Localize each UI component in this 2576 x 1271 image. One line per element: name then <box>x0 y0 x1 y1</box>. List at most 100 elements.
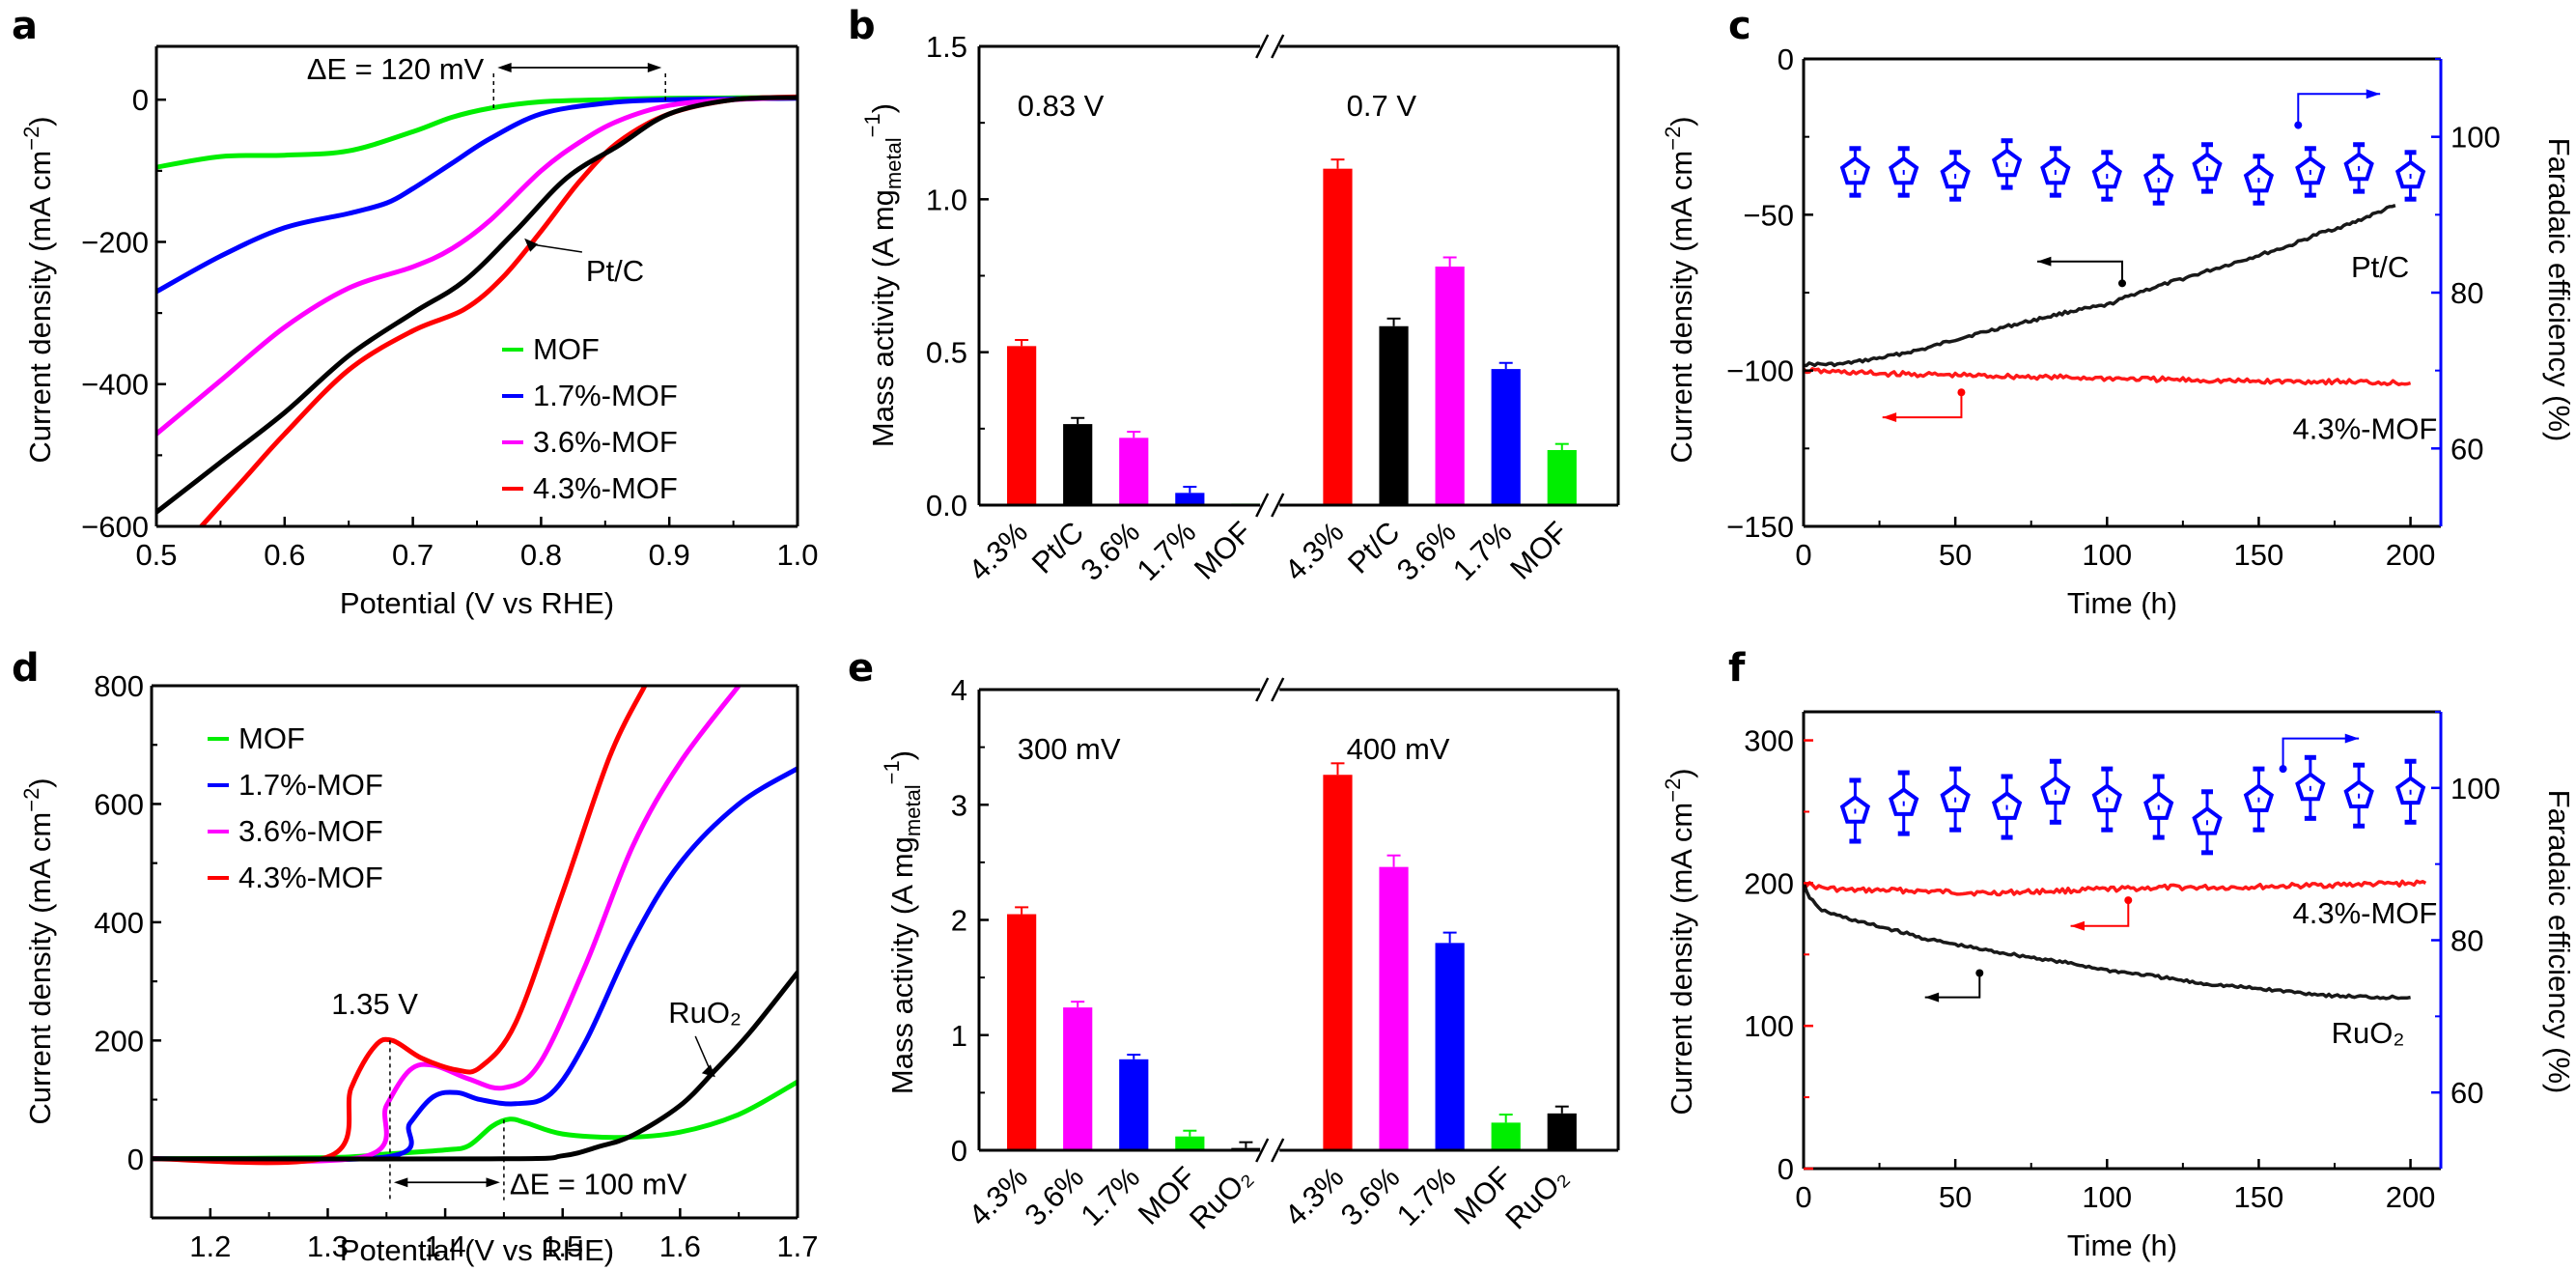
axis-pointer-arrow-head <box>2366 89 2381 99</box>
fe-data-point <box>2192 142 2223 194</box>
x-tick-label: 0.8 <box>520 538 562 572</box>
y-tick-label: 0 <box>127 1143 144 1176</box>
y-tick-label: 400 <box>94 906 144 940</box>
panel-letter: a <box>12 4 38 48</box>
series-line-4-3-mof <box>199 94 798 526</box>
category-label: 1.7% <box>1075 1160 1147 1232</box>
y-axis-title-paren: ) <box>1665 116 1698 126</box>
legend-item: 1.7%-MOF <box>502 379 678 412</box>
pt-c-arrow-head <box>524 238 539 252</box>
y-axis-title-text: Current density (mA cm <box>1665 151 1698 464</box>
series-line-3-6-mof <box>152 686 742 1164</box>
pt-c-label: Pt/C <box>586 254 644 288</box>
legend-item: 1.7%-MOF <box>208 768 383 802</box>
fe-data-point <box>2243 154 2275 206</box>
category-label: MOF <box>1188 515 1258 585</box>
legend-label: MOF <box>533 332 600 366</box>
category-label: 1.7% <box>1390 1160 1463 1232</box>
series-line-4-3-mof <box>152 686 648 1166</box>
group-label: 400 mV <box>1347 732 1450 766</box>
bar <box>1323 168 1353 505</box>
fe-data-point <box>2295 754 2326 821</box>
y-tick-label: 1.5 <box>926 30 967 64</box>
axis-break-mark <box>1255 34 1270 59</box>
x-tick-label: 1.5 <box>542 1229 583 1263</box>
y2-axis-title: Faradaic efficiency (%) <box>2542 790 2576 1094</box>
bar <box>1063 1007 1093 1150</box>
y-axis-title: Current density (mA cm−2) <box>1661 116 1698 463</box>
x-tick-label: 1.4 <box>425 1229 466 1263</box>
category-label: 3.6% <box>1018 1160 1090 1232</box>
series-annotation: 4.3%-MOF <box>2292 412 2437 446</box>
category-label: 3.6% <box>1334 1160 1407 1232</box>
y-axis-title-paren: ) <box>866 103 900 113</box>
fe-data-point <box>2143 154 2174 206</box>
series-annotation: RuO₂ <box>2332 1016 2405 1050</box>
category-label: 1.7% <box>1446 515 1519 587</box>
series-line-1-7-mof <box>152 766 798 1163</box>
panel-d: d 1.2 1.3 1.4 1.5 1.6 1.7 0 200 400 600 800 Potentia… <box>12 646 819 1267</box>
x-tick-label: 150 <box>2234 1180 2284 1214</box>
legend-item: 4.3%-MOF <box>502 471 678 505</box>
legend-item: 3.6%-MOF <box>208 814 383 848</box>
series-annotation: Pt/C <box>2351 250 2409 284</box>
y2-tick-label: 100 <box>2450 772 2501 805</box>
y2-tick-label: 80 <box>2450 924 2483 958</box>
axis-pointer-arrow-head <box>2070 920 2085 931</box>
fe-data-point <box>2143 774 2174 840</box>
panel-letter: e <box>848 646 874 691</box>
category-label: 4.3% <box>962 1160 1034 1232</box>
x-tick-label: 0.5 <box>135 538 177 572</box>
y-tick-label: −400 <box>81 368 149 402</box>
axis-pointer-arrow-head <box>2344 733 2360 744</box>
y-axis-title: Mass activity (A mgmetal−1) <box>880 750 925 1094</box>
y-axis-title-paren: ) <box>23 777 57 787</box>
bar <box>1491 1122 1521 1150</box>
y-axis-title-superscript: −1 <box>860 113 884 137</box>
fe-data-point <box>2040 146 2071 198</box>
x-axis-title: Potential (V vs RHE) <box>340 1233 614 1267</box>
x-tick-label: 100 <box>2082 1180 2132 1214</box>
panel-f: f 0 50 100 150 200 0 100 200 300 60 80 100 Time (h) Cu… <box>1661 646 2576 1262</box>
bar <box>1379 866 1409 1150</box>
panel-letter: f <box>1728 646 1746 691</box>
fe-data-point <box>2091 150 2122 202</box>
fe-data-point <box>2394 150 2426 202</box>
bar <box>1323 775 1353 1150</box>
group-label: 0.83 V <box>1018 89 1105 123</box>
x-tick-label: 0.9 <box>649 538 690 572</box>
axis-break-mark <box>1255 677 1270 702</box>
fe-data-point <box>2040 758 2071 825</box>
axis-pointer-line <box>2282 737 2360 770</box>
panel-letter: d <box>12 646 40 691</box>
category-label: RuO₂ <box>1183 1160 1258 1235</box>
axis-pointer-arrow-head <box>1924 992 1940 1003</box>
legend-item: MOF <box>208 721 305 755</box>
legend-label: 1.7%-MOF <box>533 379 678 412</box>
axis-break-gap <box>1260 501 1280 509</box>
y-tick-label: 1 <box>951 1019 967 1053</box>
legend-label: 4.3%-MOF <box>533 471 678 505</box>
x-tick-label: 0.7 <box>392 538 434 572</box>
legend-label: MOF <box>238 721 305 755</box>
series-trace-ruo2 <box>1804 881 2411 1001</box>
axis-pointer-line <box>2297 93 2381 126</box>
series-group <box>152 686 798 1166</box>
x-tick-label: 1.0 <box>776 538 818 572</box>
y-tick-label: 3 <box>951 788 967 822</box>
y-axis-title-text: Current density (mA cm <box>23 812 57 1125</box>
x-axis-title: Potential (V vs RHE) <box>340 586 614 620</box>
x-tick-label: 1.6 <box>659 1229 701 1263</box>
y-axis-title-superscript: −1 <box>880 760 904 784</box>
x-tick-label: 1.2 <box>189 1229 231 1263</box>
bar <box>1547 1113 1577 1150</box>
bar <box>1119 1059 1149 1150</box>
x-axis-title: Time (h) <box>2067 586 2177 620</box>
legend-label: 3.6%-MOF <box>238 814 383 848</box>
fe-data-point <box>1991 774 2023 840</box>
y-tick-label: 0 <box>1778 1152 1794 1186</box>
series-group <box>156 94 798 526</box>
delta-e-arrow-head <box>497 63 512 72</box>
axis-break-gap <box>1260 1146 1280 1154</box>
series-line-ruo2 <box>152 970 798 1162</box>
